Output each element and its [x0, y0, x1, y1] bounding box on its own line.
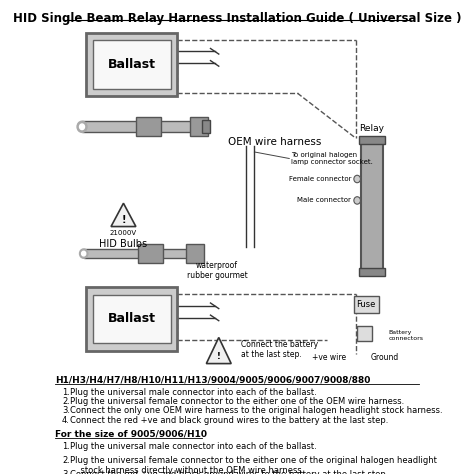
Circle shape [354, 197, 361, 204]
Text: Male connector: Male connector [298, 198, 351, 203]
Text: Connect the red +ve and black ground wires to the battery at the last step.: Connect the red +ve and black ground wir… [71, 416, 389, 425]
Text: !: ! [217, 352, 221, 361]
Text: Relay: Relay [360, 124, 384, 133]
Text: 3.: 3. [62, 470, 70, 474]
FancyBboxPatch shape [190, 118, 208, 136]
Text: !: ! [121, 215, 126, 225]
Text: Plug the universal female connector to the either one of the OEM wire harness.: Plug the universal female connector to t… [71, 397, 405, 406]
Text: 2.: 2. [62, 397, 70, 406]
Text: Connect the only one OEM wire harness to the original halogen headlight stock ha: Connect the only one OEM wire harness to… [71, 407, 443, 416]
Text: 3.: 3. [62, 407, 70, 416]
FancyBboxPatch shape [93, 295, 171, 343]
FancyBboxPatch shape [361, 142, 383, 270]
FancyBboxPatch shape [359, 136, 385, 144]
Circle shape [82, 251, 86, 256]
Text: HID Bulbs: HID Bulbs [100, 239, 147, 249]
FancyBboxPatch shape [138, 244, 163, 263]
Text: Plug the universal male connector into each of the ballast.: Plug the universal male connector into e… [71, 442, 317, 451]
FancyBboxPatch shape [84, 249, 193, 258]
Text: Ground: Ground [370, 353, 399, 362]
FancyBboxPatch shape [359, 268, 385, 276]
FancyBboxPatch shape [186, 244, 204, 263]
Text: +ve wire: +ve wire [312, 353, 346, 362]
FancyBboxPatch shape [82, 121, 202, 132]
FancyBboxPatch shape [357, 326, 372, 341]
FancyBboxPatch shape [86, 33, 177, 96]
Text: To original halogen
lamp connector socket.: To original halogen lamp connector socke… [291, 152, 373, 165]
Text: For the size of 9005/9006/H10: For the size of 9005/9006/H10 [55, 430, 208, 439]
Text: 21000V: 21000V [110, 230, 137, 236]
Text: HID Single Beam Relay Harness Installation Guide ( Universal Size ): HID Single Beam Relay Harness Installati… [13, 12, 461, 25]
Polygon shape [206, 337, 231, 364]
Text: waterproof
rubber gourmet: waterproof rubber gourmet [187, 261, 247, 280]
Circle shape [77, 121, 87, 132]
FancyBboxPatch shape [93, 40, 171, 89]
Text: Connect the red +ve and black ground wires to the battery at the last step.: Connect the red +ve and black ground wir… [71, 470, 389, 474]
Circle shape [354, 175, 361, 182]
Text: 1.: 1. [62, 442, 70, 451]
Text: Ballast: Ballast [108, 312, 156, 325]
Text: Plug the universal male connector into each of the ballast.: Plug the universal male connector into e… [71, 388, 317, 397]
Text: H1/H3/H4/H7/H8/H10/H11/H13/9004/9005/9006/9007/9008/880: H1/H3/H4/H7/H8/H10/H11/H13/9004/9005/900… [55, 376, 371, 385]
Text: 2.: 2. [62, 456, 70, 465]
Text: 4.: 4. [62, 416, 70, 425]
FancyBboxPatch shape [354, 296, 379, 313]
Circle shape [80, 249, 88, 258]
Circle shape [80, 124, 84, 129]
Text: Connect the battery
at the last step.: Connect the battery at the last step. [241, 340, 318, 359]
Text: Battery
connectors: Battery connectors [389, 330, 424, 341]
FancyBboxPatch shape [86, 287, 177, 351]
FancyBboxPatch shape [202, 120, 210, 133]
Text: OEM wire harness: OEM wire harness [228, 137, 322, 147]
Text: Ballast: Ballast [108, 58, 156, 71]
Text: 1.: 1. [62, 388, 70, 397]
Polygon shape [111, 203, 136, 227]
FancyBboxPatch shape [136, 118, 161, 136]
Text: Fuse: Fuse [356, 301, 376, 310]
Text: Female connector: Female connector [289, 176, 351, 182]
Text: Plug the universal female connector to the either one of the original halogen he: Plug the universal female connector to t… [71, 456, 438, 474]
